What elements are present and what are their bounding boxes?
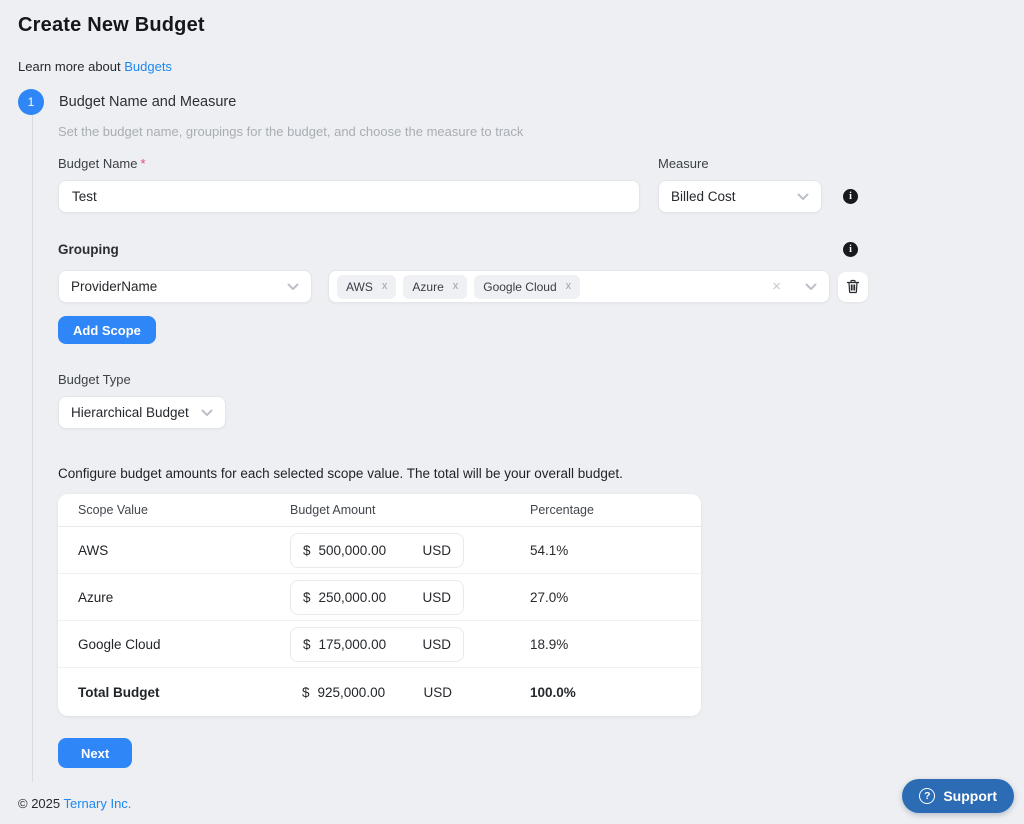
scope-chip[interactable]: Azure x [403,274,468,299]
measure-selected-value: Billed Cost [671,189,736,204]
currency-symbol: $ [303,542,311,558]
table-total-row: Total Budget $ 925,000.00 USD 100.0% [58,668,701,716]
budget-name-field: Budget Name * [58,156,640,213]
chevron-down-icon[interactable] [805,283,817,291]
delete-grouping-button[interactable] [838,271,868,302]
budget-amount-input[interactable] [318,589,423,605]
scope-value-cell: AWS [78,542,109,558]
page-footer: © 2025 Ternary Inc. [18,796,131,811]
budget-type-field: Budget Type Hierarchical Budget [58,372,892,429]
column-header-amount: Budget Amount [290,503,376,517]
currency-code: USD [422,636,451,652]
budget-type-selected-value: Hierarchical Budget [71,405,189,420]
amount-cell: $ USD [290,579,464,615]
total-amount-cell: $ 925,000.00 USD [290,675,464,710]
learn-more-prefix: Learn more about [18,59,125,74]
support-button-label: Support [943,788,997,804]
currency-code: USD [422,589,451,605]
allocation-table: Scope Value Budget Amount Percentage AWS… [58,494,701,716]
question-mark-icon: ? [919,788,936,804]
chevron-down-icon [797,193,809,200]
measure-select[interactable]: Billed Cost [658,180,822,213]
next-button[interactable]: Next [58,738,133,768]
chip-remove-icon[interactable]: x [381,280,388,292]
measure-info-icon[interactable]: i [843,189,858,204]
percentage-cell: 18.9% [530,636,569,652]
step-body: Set the budget name, groupings for the b… [32,115,892,782]
budget-amount-input[interactable] [318,542,423,558]
budget-type-select[interactable]: Hierarchical Budget [58,396,226,429]
column-header-scope: Scope Value [78,503,148,517]
step-header: 1 Budget Name and Measure [18,89,1024,115]
clear-selection-icon[interactable]: × [772,278,781,295]
multiselect-controls: × [772,279,817,294]
grouping-info-icon[interactable]: i [843,242,858,257]
currency-symbol: $ [303,636,311,652]
measure-label: Measure [658,156,709,171]
scope-value-cell: Google Cloud [78,636,161,652]
chip-remove-icon[interactable]: x [565,280,572,292]
step-number-badge: 1 [18,89,44,115]
grouping-header: Grouping i [58,242,858,257]
scope-chip-label: Google Cloud [483,279,557,294]
amount-cell: $ USD [290,626,464,662]
scope-values-multiselect[interactable]: AWS x Azure x Google Cloud x × [328,270,830,303]
budgets-link[interactable]: Budgets [124,59,172,74]
currency-code: USD [422,542,451,558]
amount-cell: $ USD [290,532,464,568]
budget-name-label-text: Budget Name [58,156,138,171]
scope-chip-label: Azure [412,279,444,294]
budget-amount-input[interactable] [318,636,423,652]
copyright-text: © 2025 [18,796,64,811]
name-measure-row: Budget Name* Measure Billed Cost i [58,156,892,213]
measure-field: Measure Billed Cost [658,156,822,213]
currency-symbol: $ [302,684,310,700]
scope-value-cell: Azure [78,589,114,605]
table-row: Google Cloud $ USD 18.9% [58,621,701,668]
scope-chip[interactable]: AWS x [337,274,397,299]
chevron-down-icon [201,409,213,416]
required-asterisk: * [140,156,146,171]
grouping-label: Grouping [58,242,119,257]
budget-name-label: Budget Name * [58,156,640,171]
trash-icon [846,279,860,294]
scope-chip[interactable]: Google Cloud x [474,274,581,299]
column-header-percentage: Percentage [530,503,594,517]
step-title: Budget Name and Measure [59,94,237,110]
table-row: Azure $ USD 27.0% [58,574,701,621]
currency-symbol: $ [303,589,311,605]
percentage-cell: 27.0% [530,589,569,605]
company-link[interactable]: Ternary Inc. [63,796,132,811]
grouping-controls-row: ProviderName AWS x Azure x Google Cloud x × [58,270,892,303]
total-label-cell: Total Budget [78,684,160,700]
currency-code: USD [423,684,452,700]
scope-chip-label: AWS [346,279,373,294]
grouping-dimension-select[interactable]: ProviderName [58,270,312,303]
budget-name-input[interactable] [58,180,640,213]
step-description: Set the budget name, groupings for the b… [58,124,524,139]
page-title: Create New Budget [18,14,205,36]
table-row: AWS $ USD 54.1% [58,527,701,574]
table-header-row: Scope Value Budget Amount Percentage [58,494,701,527]
add-scope-button[interactable]: Add Scope [58,316,156,344]
total-amount-value: 925,000.00 [317,684,386,700]
budget-type-label: Budget Type [58,372,131,387]
percentage-cell: 54.1% [530,542,569,558]
chevron-down-icon [287,283,299,290]
allocation-instruction: Configure budget amounts for each select… [58,466,623,481]
support-button[interactable]: ? Support [902,779,1014,813]
create-budget-page: Create New Budget Learn more about Budge… [18,14,1024,782]
grouping-dimension-value: ProviderName [71,279,158,294]
learn-more-text: Learn more about Budgets [18,59,1024,74]
chip-remove-icon[interactable]: x [452,280,459,292]
total-percentage-cell: 100.0% [530,684,576,700]
